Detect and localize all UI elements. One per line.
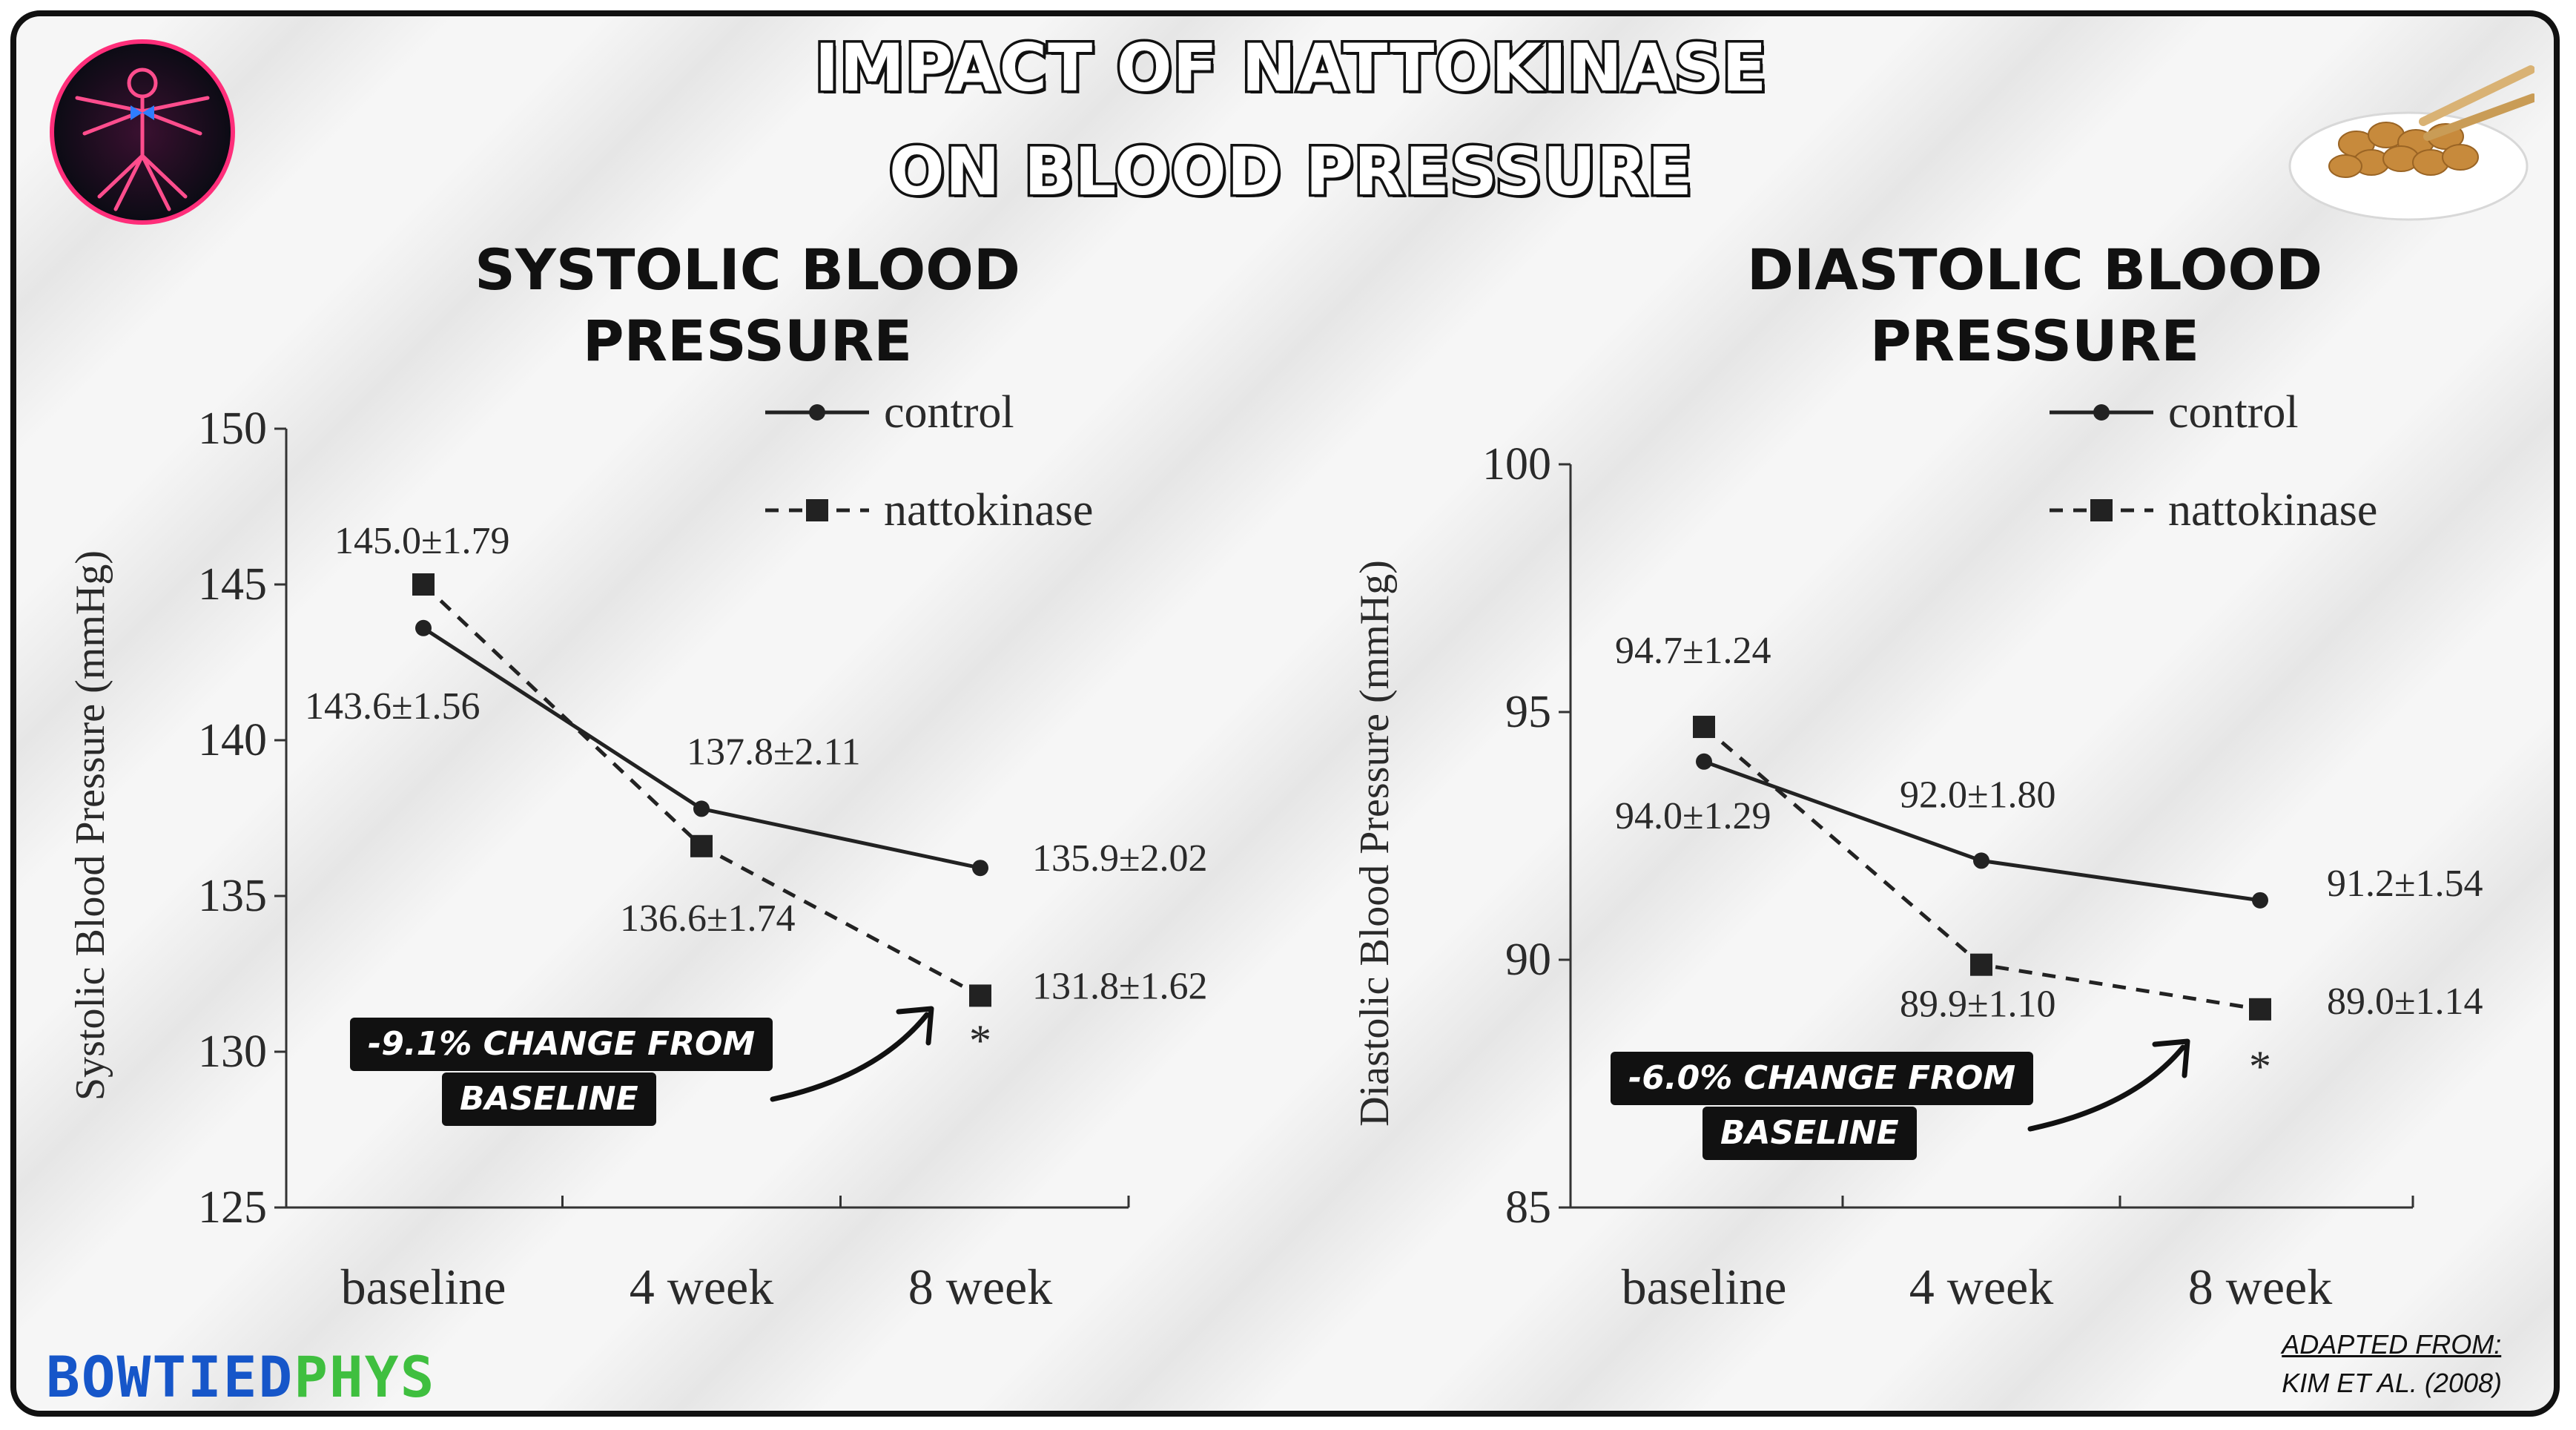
- systolic-callout-arrowhead: [896, 1006, 934, 1046]
- systolic-y-tick-label: 125: [198, 1182, 267, 1233]
- systolic-control-point: [972, 860, 988, 877]
- diastolic-significance-mark: *: [2249, 1042, 2271, 1091]
- diastolic-callout-arrowhead: [2152, 1038, 2190, 1078]
- diastolic-callout-arrow: [2027, 1044, 2186, 1132]
- diastolic-legend-control-marker: [2093, 404, 2110, 421]
- systolic-x-category-label: 4 week: [630, 1259, 773, 1315]
- diastolic-control-data-label: 91.2±1.54: [2327, 863, 2483, 905]
- diastolic-nattokinase-data-label: 89.9±1.10: [1900, 983, 2056, 1026]
- systolic-control-point: [415, 619, 432, 636]
- diastolic-y-tick-label: 85: [1505, 1182, 1551, 1233]
- diastolic-x-category-label: 8 week: [2188, 1259, 2332, 1315]
- diastolic-control-data-label: 92.0±1.80: [1900, 774, 2056, 816]
- source-citation: ADAPTED FROM: KIM ET AL. (2008): [2282, 1325, 2502, 1403]
- diastolic-y-tick-label: 100: [1482, 439, 1551, 490]
- diastolic-nattokinase-point: [1693, 716, 1715, 739]
- systolic-title-line2: PRESSURE: [582, 308, 913, 374]
- systolic-title-line1: SYSTOLIC BLOOD: [475, 237, 1020, 303]
- diastolic-chart: 85 90 95 100 baseline 4 week 8 week Diastolic B…: [1352, 387, 2483, 1315]
- systolic-x-category-label: baseline: [341, 1259, 506, 1315]
- diastolic-legend-control-label: control: [2168, 387, 2299, 438]
- systolic-callout-line1: -9.1% CHANGE FROM: [350, 1018, 773, 1071]
- diastolic-x-category-label: 4 week: [1909, 1259, 2053, 1315]
- systolic-y-axis-label: Systolic Blood Pressure (mmHg): [67, 550, 113, 1101]
- systolic-x-category-label: 8 week: [908, 1259, 1052, 1315]
- systolic-y-tick-label: 140: [198, 715, 267, 765]
- systolic-legend-nattokinase-marker: [806, 499, 828, 521]
- diastolic-control-point: [2252, 892, 2268, 909]
- systolic-legend-control-label: control: [884, 387, 1014, 438]
- diastolic-x-category-label: baseline: [1622, 1259, 1787, 1315]
- diastolic-y-axis-label: Diastolic Blood Pressure (mmHg): [1352, 560, 1398, 1127]
- systolic-nattokinase-data-label: 145.0±1.79: [334, 520, 510, 562]
- diastolic-nattokinase-point: [2249, 998, 2271, 1021]
- diastolic-chart-title: DIASTOLIC BLOOD PRESSURE: [1627, 234, 2443, 377]
- diastolic-callout-line1: -6.0% CHANGE FROM: [1611, 1052, 2034, 1105]
- diastolic-legend-nattokinase-marker: [2090, 499, 2113, 521]
- systolic-nattokinase-point: [690, 834, 713, 857]
- systolic-control-data-label: 143.6±1.56: [305, 685, 480, 728]
- diastolic-control-data-label: 94.0±1.29: [1615, 795, 1771, 837]
- systolic-legend-nattokinase-label: nattokinase: [884, 485, 1093, 536]
- systolic-significance-mark: *: [969, 1016, 991, 1065]
- diastolic-callout-line2: BASELINE: [1703, 1107, 1917, 1160]
- source-line2: KIM ET AL. (2008): [2282, 1368, 2502, 1398]
- systolic-nattokinase-data-label: 136.6±1.74: [620, 897, 796, 940]
- systolic-control-point: [693, 800, 710, 817]
- diastolic-control-point: [1973, 852, 1989, 869]
- systolic-y-tick-label: 130: [198, 1027, 267, 1077]
- brand-part-2: PHYS: [294, 1344, 436, 1410]
- diastolic-nattokinase-point: [1970, 953, 1992, 976]
- infographic-frame: IMPACT OF NATTOKINASE ON BLOOD PRESSURE …: [10, 10, 2560, 1417]
- diastolic-nattokinase-data-label: 89.0±1.14: [2327, 981, 2483, 1023]
- main-title-line2: ON BLOOD PRESSURE: [887, 131, 1695, 213]
- systolic-legend-control-marker: [809, 404, 825, 421]
- systolic-callout-arrow: [770, 1012, 930, 1102]
- brand-wordmark: BOWTIEDPHYS: [46, 1344, 435, 1410]
- main-title-line1: IMPACT OF NATTOKINASE: [812, 27, 1769, 109]
- systolic-y-tick-label: 150: [198, 403, 267, 454]
- source-line1: ADAPTED FROM:: [2282, 1329, 2502, 1360]
- diastolic-y-tick-label: 90: [1505, 935, 1551, 985]
- systolic-control-data-label: 137.8±2.11: [687, 731, 861, 773]
- systolic-nattokinase-point: [969, 984, 991, 1007]
- systolic-y-tick-label: 135: [198, 871, 267, 921]
- brand-part-1: BOWTIED: [46, 1344, 294, 1410]
- systolic-nattokinase-data-label: 131.8±1.62: [1032, 965, 1208, 1007]
- diastolic-legend-nattokinase-label: nattokinase: [2168, 485, 2377, 536]
- systolic-nattokinase-point: [412, 573, 435, 596]
- diastolic-control-point: [1696, 753, 1712, 770]
- systolic-callout-line2: BASELINE: [442, 1072, 656, 1126]
- diastolic-title-line1: DIASTOLIC BLOOD: [1746, 237, 2323, 303]
- systolic-control-data-label: 135.9±2.02: [1032, 837, 1208, 880]
- diastolic-title-line2: PRESSURE: [1869, 308, 2200, 374]
- systolic-chart-title: SYSTOLIC BLOOD PRESSURE: [340, 234, 1155, 377]
- natto-bowl-icon: [2288, 65, 2534, 221]
- diastolic-y-tick-label: 95: [1505, 687, 1551, 737]
- vitruvian-man-logo-icon: [50, 39, 235, 225]
- diastolic-nattokinase-data-label: 94.7±1.24: [1615, 630, 1771, 672]
- systolic-y-tick-label: 145: [198, 559, 267, 610]
- systolic-chart: 125 130 135 140 145 150 baseline 4 week 8 week Sy…: [67, 387, 1208, 1315]
